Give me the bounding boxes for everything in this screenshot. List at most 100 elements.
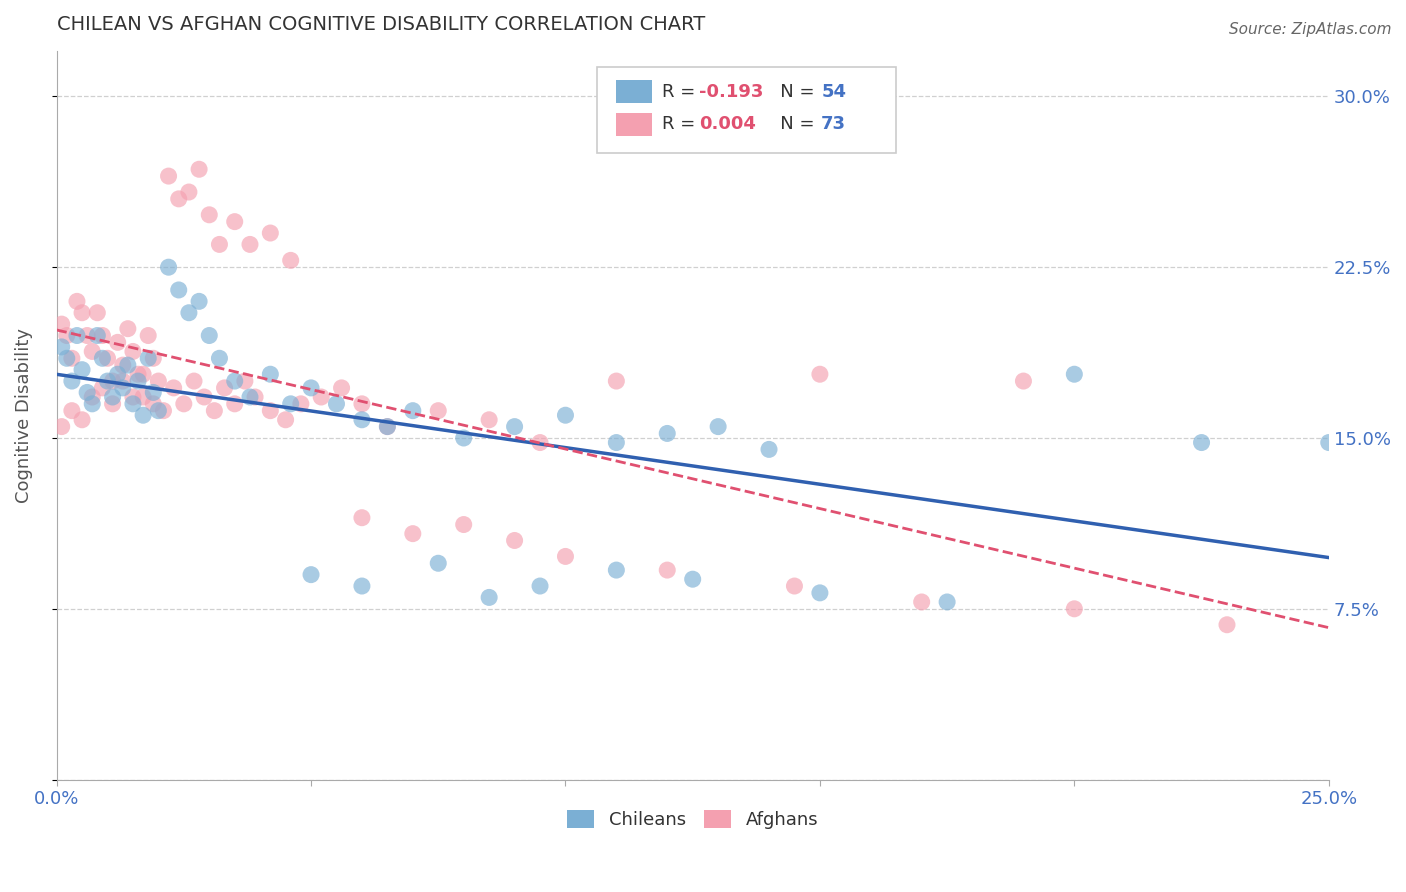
Point [274, 413, 297, 427]
Point [96, 374, 118, 388]
Point [188, 162, 211, 177]
Point [177, 306, 200, 320]
Point [198, 328, 221, 343]
Text: 73: 73 [821, 115, 846, 134]
Point [70, 362, 93, 376]
Text: N =: N = [762, 83, 820, 101]
Point [259, 403, 281, 417]
Point [478, 591, 501, 605]
Legend: Chileans, Afghans: Chileans, Afghans [560, 803, 825, 836]
Point [402, 526, 425, 541]
Point [202, 403, 225, 417]
Point [453, 431, 475, 445]
Point [808, 586, 831, 600]
Point [107, 335, 129, 350]
Point [101, 397, 124, 411]
Point [117, 358, 139, 372]
Point [117, 321, 139, 335]
Point [259, 368, 281, 382]
Point [325, 397, 347, 411]
Point [86, 328, 108, 343]
Point [707, 419, 730, 434]
Point [309, 390, 332, 404]
Point [350, 510, 373, 524]
Point [91, 328, 114, 343]
Point [188, 294, 211, 309]
Point [214, 381, 236, 395]
Point [280, 397, 302, 411]
Point [402, 403, 425, 417]
Point [198, 208, 221, 222]
Point [66, 294, 89, 309]
Point [183, 374, 205, 388]
Point [350, 397, 373, 411]
Point [142, 397, 165, 411]
Point [243, 390, 266, 404]
Point [122, 344, 145, 359]
Point [259, 226, 281, 240]
Point [224, 397, 246, 411]
Point [107, 368, 129, 382]
Text: 0.004: 0.004 [699, 115, 756, 134]
Point [377, 419, 399, 434]
Point [148, 374, 170, 388]
Point [101, 374, 124, 388]
Text: R =: R = [662, 115, 702, 134]
Point [529, 435, 551, 450]
Point [427, 403, 450, 417]
Text: 54: 54 [821, 83, 846, 101]
Point [554, 408, 576, 422]
Point [111, 374, 134, 388]
Point [299, 381, 322, 395]
Point [76, 385, 98, 400]
Point [224, 214, 246, 228]
Text: -0.193: -0.193 [699, 83, 763, 101]
Point [657, 426, 679, 441]
Point [96, 351, 118, 366]
Point [167, 192, 190, 206]
Y-axis label: Cognitive Disability: Cognitive Disability [15, 327, 32, 503]
Point [122, 397, 145, 411]
Point [157, 260, 180, 275]
Point [233, 374, 256, 388]
Point [224, 374, 246, 388]
Point [56, 351, 79, 366]
Point [783, 579, 806, 593]
Point [167, 283, 190, 297]
Point [1317, 435, 1340, 450]
Point [76, 328, 98, 343]
Point [60, 403, 83, 417]
Point [427, 556, 450, 570]
Point [682, 572, 704, 586]
Point [163, 381, 186, 395]
Point [936, 595, 959, 609]
Point [1216, 617, 1239, 632]
Point [136, 328, 159, 343]
FancyBboxPatch shape [598, 67, 896, 153]
Point [82, 344, 104, 359]
Point [127, 368, 149, 382]
Point [136, 351, 159, 366]
Point [132, 408, 155, 422]
Point [911, 595, 934, 609]
Point [605, 435, 627, 450]
Point [60, 374, 83, 388]
FancyBboxPatch shape [616, 80, 652, 103]
Text: CHILEAN VS AFGHAN COGNITIVE DISABILITY CORRELATION CHART: CHILEAN VS AFGHAN COGNITIVE DISABILITY C… [56, 15, 704, 34]
Point [503, 419, 526, 434]
Point [1063, 602, 1085, 616]
Point [82, 390, 104, 404]
Point [503, 533, 526, 548]
Point [127, 374, 149, 388]
Point [70, 306, 93, 320]
Point [122, 390, 145, 404]
Point [132, 390, 155, 404]
Point [51, 340, 73, 354]
Point [208, 237, 231, 252]
Point [350, 413, 373, 427]
Point [605, 563, 627, 577]
Point [1012, 374, 1035, 388]
Point [91, 381, 114, 395]
Point [91, 351, 114, 366]
Point [377, 419, 399, 434]
